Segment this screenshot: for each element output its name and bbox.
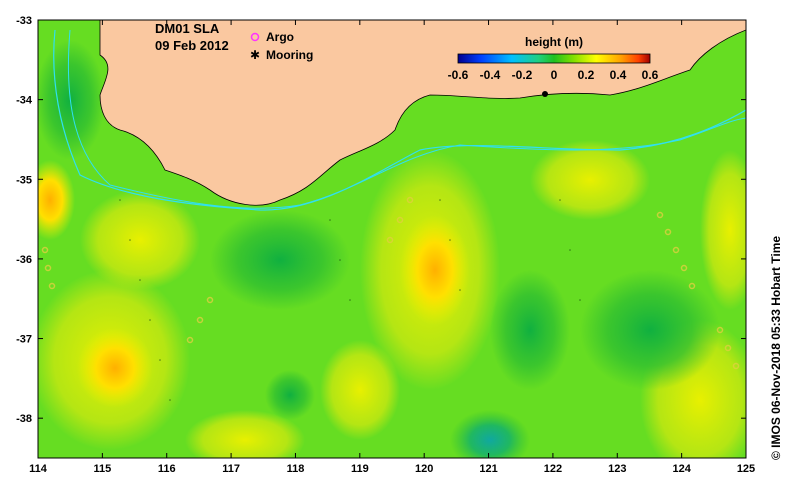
x-tick-label: 119: [351, 463, 369, 475]
y-tick-label: -37: [16, 334, 32, 346]
x-tick-label: 118: [287, 463, 305, 475]
x-tick-label: 123: [608, 463, 626, 475]
sla-field: [38, 20, 746, 458]
colorbar: height (m) -0.6 -0.4 -0.2 0 0.2 0.4 0.6: [448, 35, 659, 82]
colorbar-tick-label: 0.4: [610, 68, 627, 82]
y-tick-label: -38: [16, 413, 32, 425]
y-tick-label: -34: [16, 95, 33, 107]
colorbar-tick-label: 0.6: [642, 68, 659, 82]
legend: Argo ✱ Mooring: [250, 30, 313, 62]
argo-icon: [250, 32, 260, 42]
y-tick-label: -36: [16, 254, 32, 266]
x-tick-label: 122: [544, 463, 562, 475]
plot-frame: [37, 19, 747, 459]
x-tick-label: 120: [415, 463, 433, 475]
colorbar-tick-label: 0: [551, 68, 558, 82]
x-tick-label: 115: [93, 463, 111, 475]
credit-text: © IMOS 06-Nov-2018 05:33 Hobart Time: [769, 236, 783, 460]
mooring-marker: [542, 91, 548, 97]
coastline-land: [99, 20, 746, 206]
y-axis: -33 -34 -35 -36 -37 -38: [16, 15, 746, 425]
x-axis: 114 115 116 117 118 119 120 121 122 123 124 125: [29, 20, 755, 475]
argo-label: Argo: [266, 30, 294, 44]
colorbar-tick-label: 0.2: [578, 68, 595, 82]
colorbar-tick-label: -0.2: [512, 68, 533, 82]
x-tick-label: 116: [158, 463, 176, 475]
colorbar-label: height (m): [525, 35, 583, 49]
y-tick-label: -33: [16, 15, 32, 27]
colorbar-tick-label: -0.6: [448, 68, 469, 82]
colorbar-tick-label: -0.4: [480, 68, 501, 82]
x-tick-label: 117: [222, 463, 240, 475]
mooring-icon: ✱: [250, 48, 260, 62]
date-title: 09 Feb 2012: [155, 38, 229, 53]
x-tick-label: 124: [672, 463, 691, 475]
colorbar-gradient: [457, 53, 651, 64]
product-title: DM01 SLA: [155, 21, 220, 36]
mooring-label: Mooring: [266, 48, 313, 62]
x-tick-label: 114: [29, 463, 48, 475]
x-tick-label: 125: [737, 463, 755, 475]
x-tick-label: 121: [479, 463, 497, 475]
y-tick-label: -35: [16, 174, 32, 186]
